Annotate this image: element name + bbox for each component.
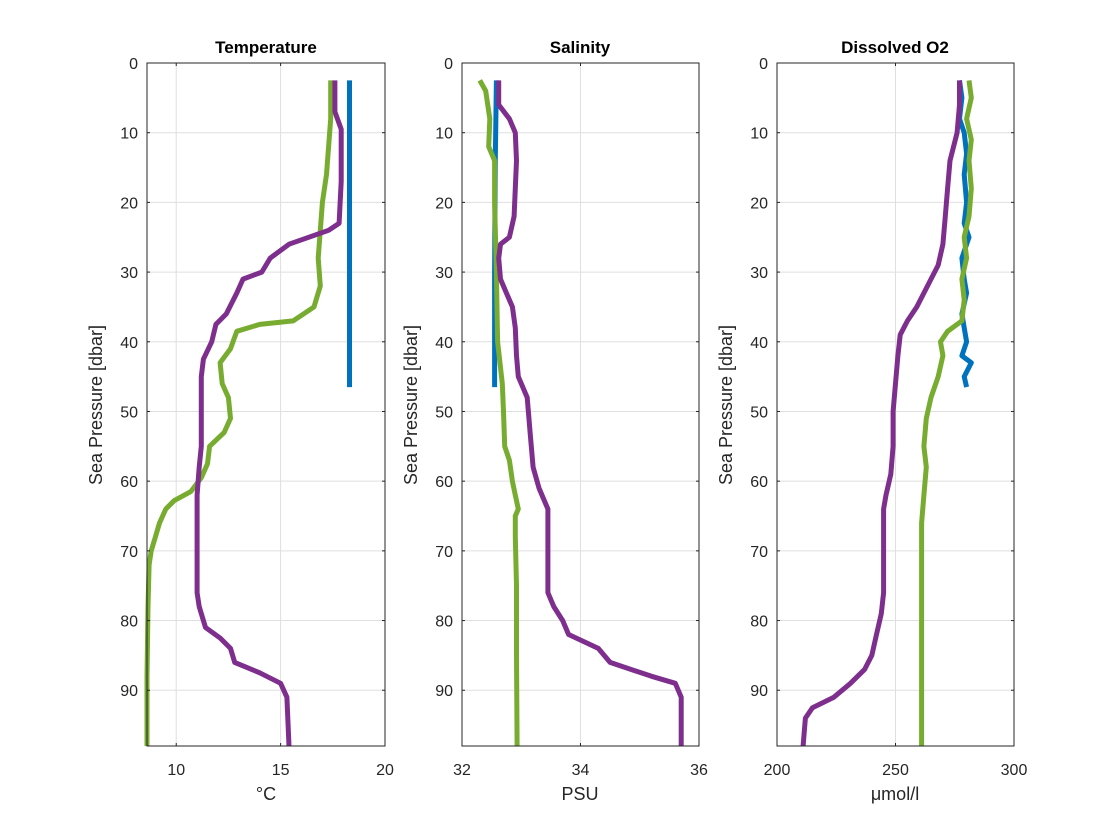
y-tick-label: 70 [120, 544, 138, 561]
y-tick-label: 90 [750, 683, 768, 700]
y-tick-label: 60 [120, 474, 138, 491]
y-tick-label: 80 [435, 614, 453, 631]
y-tick-label: 90 [120, 683, 138, 700]
y-tick-label: 70 [750, 544, 768, 561]
y-tick-label: 10 [435, 126, 453, 143]
dissolved-o2-panel: 0 10 20 30 40 50 60 70 80 90 200 250 300 Dissolved O2… [716, 38, 1027, 804]
y-tick-label: 30 [750, 265, 768, 282]
y-axis-label: Sea Pressure [dbar] [86, 325, 106, 485]
axes-frame [147, 62, 386, 746]
axes-box-group: 0 10 20 30 40 50 60 70 80 90 32 34 36 [435, 56, 708, 779]
y-tick-label: 20 [435, 195, 453, 212]
y-tick-label: 20 [750, 195, 768, 212]
y-tick-label: 60 [750, 474, 768, 491]
x-tick-label: 20 [376, 762, 394, 779]
y-tick-label: 10 [750, 126, 768, 143]
axes-box-group: 0 10 20 30 40 50 60 70 80 90 10 15 20 [120, 56, 394, 779]
x-tick-label: 200 [764, 762, 791, 779]
y-tick-label: 30 [435, 265, 453, 282]
series-line-purple [800, 80, 962, 747]
y-tick-label: 50 [120, 404, 138, 421]
panel-title: Temperature [215, 38, 317, 57]
y-axis-label: Sea Pressure [dbar] [401, 325, 421, 485]
panel-title: Dissolved O2 [841, 38, 949, 57]
x-tick-label: 32 [453, 762, 471, 779]
x-tick-label: 300 [1001, 762, 1028, 779]
y-tick-label: 10 [120, 126, 138, 143]
y-tick-label: 40 [750, 335, 768, 352]
y-tick-label: 40 [120, 335, 138, 352]
y-tick-label: 0 [129, 56, 138, 73]
x-tick-label: 10 [167, 762, 185, 779]
x-axis-label: PSU [561, 784, 598, 804]
series-line-green [144, 80, 334, 746]
y-tick-label: 80 [120, 614, 138, 631]
x-axis-label: °C [256, 784, 276, 804]
x-axis-label: μmol/l [871, 784, 919, 804]
y-axis-label: Sea Pressure [dbar] [716, 325, 736, 485]
x-tick-label: 34 [572, 762, 590, 779]
y-tick-label: 0 [759, 56, 768, 73]
series-group [144, 80, 352, 747]
panel-title: Salinity [550, 38, 611, 57]
y-tick-label: 20 [120, 195, 138, 212]
series-group [477, 79, 684, 747]
y-tick-label: 30 [120, 265, 138, 282]
plot-area [147, 63, 385, 746]
x-tick-label: 250 [882, 762, 909, 779]
x-tick-label: 15 [272, 762, 290, 779]
series-line-green [477, 79, 521, 747]
y-tick-label: 0 [444, 56, 453, 73]
y-tick-label: 80 [750, 614, 768, 631]
y-tick-label: 50 [435, 404, 453, 421]
x-tick-label: 36 [690, 762, 708, 779]
series-line-blue [957, 80, 974, 388]
y-tick-label: 70 [435, 544, 453, 561]
y-tick-label: 40 [435, 335, 453, 352]
salinity-panel: 0 10 20 30 40 50 60 70 80 90 32 34 36 Salinity PSU Se… [401, 38, 708, 804]
series-line-purple [194, 80, 344, 747]
y-tick-label: 90 [435, 683, 453, 700]
series-line-purple [496, 80, 684, 746]
y-tick-label: 60 [435, 474, 453, 491]
axes-box-group: 0 10 20 30 40 50 60 70 80 90 200 250 300 [750, 56, 1027, 779]
series-group [800, 80, 974, 747]
y-tick-label: 50 [750, 404, 768, 421]
axes-box [146, 62, 386, 747]
series-line-green [919, 80, 974, 746]
